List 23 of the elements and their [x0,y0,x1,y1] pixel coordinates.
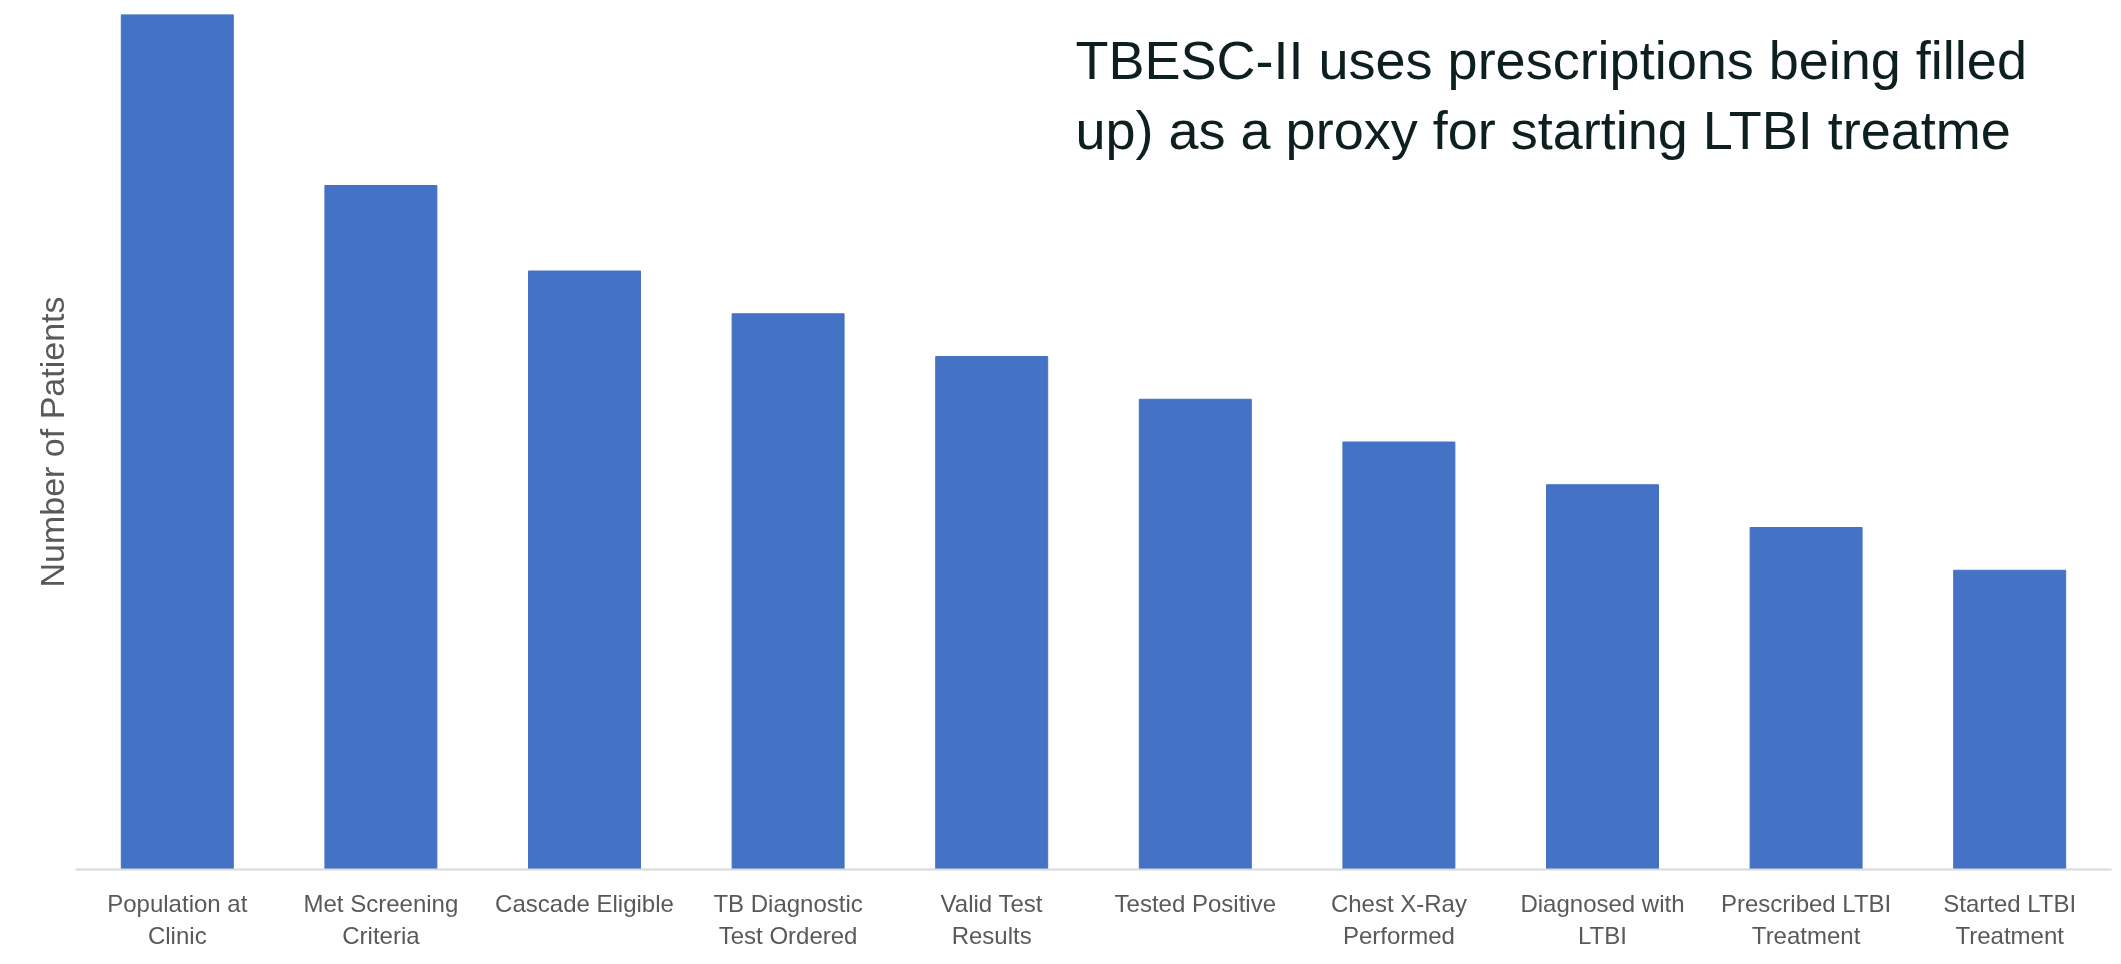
bar [731,313,845,870]
x-tick-label: Diagnosed with LTBI [1520,889,1685,949]
bar [935,356,1049,870]
bar [1749,527,1863,870]
x-tick-label: Population at Clinic [107,889,248,949]
x-tick-label: Chest X-Ray Performed [1330,889,1467,949]
annotation: TBESC-II uses prescriptions being filled [1075,29,2027,90]
x-tick-label: TB Diagnostic Test Ordered [713,889,863,949]
bar [120,14,234,870]
bar [1138,398,1252,870]
x-tick-label: Met Screening Criteria [303,889,459,949]
y-axis-title: Number of Patients [32,296,71,588]
bar [1342,441,1456,870]
x-tick-label: Cascade Eligible [495,889,674,917]
x-tick-label: Tested Positive [1114,889,1277,917]
bar [1953,569,2067,870]
bar [1546,484,1659,870]
x-tick-label: Started LTBI Treatment [1943,889,2077,949]
annotation: up) as a proxy for starting LTBI treatme [1075,99,2011,160]
bar [324,185,438,870]
x-tick-label: Prescribed LTBI Treatment [1720,889,1892,949]
x-tick-label: Valid Test Results [940,889,1043,949]
bar [528,270,641,870]
